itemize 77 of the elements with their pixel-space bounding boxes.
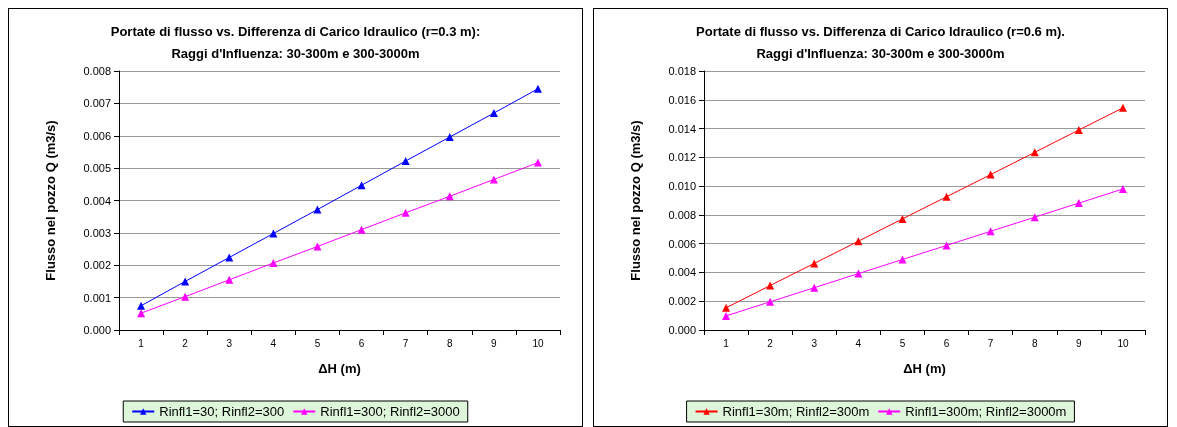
x-tick-label: 5 bbox=[314, 337, 321, 349]
x-tick-label: 7 bbox=[402, 337, 409, 349]
y-tick-label: 0.008 bbox=[83, 65, 111, 77]
x-tick-label: 4 bbox=[855, 337, 862, 349]
point bbox=[986, 170, 995, 179]
point bbox=[766, 281, 775, 290]
y-tick-label: 0.000 bbox=[668, 324, 696, 336]
point bbox=[942, 241, 951, 250]
legend-label: Rinfl1=30; Rinfl2=300 bbox=[159, 404, 285, 419]
x-tick-label: 6 bbox=[358, 337, 365, 349]
legend-label: Rinfl1=30m; Rinfl2=300m bbox=[722, 404, 870, 419]
x-tick-label: 9 bbox=[491, 337, 498, 349]
y-tick-label: 0.018 bbox=[668, 65, 696, 77]
point bbox=[810, 283, 819, 292]
x-tick-label: 9 bbox=[1076, 337, 1083, 349]
legend-label: Rinfl1=300; Rinfl2=3000 bbox=[320, 404, 460, 419]
point bbox=[533, 84, 542, 93]
point bbox=[225, 275, 234, 284]
point bbox=[854, 269, 863, 278]
point bbox=[722, 311, 731, 320]
point bbox=[766, 297, 775, 306]
x-tick-label: 7 bbox=[987, 337, 994, 349]
x-tick-label: 8 bbox=[446, 337, 453, 349]
point bbox=[898, 214, 907, 223]
x-tick-label: 2 bbox=[182, 337, 189, 349]
point bbox=[269, 258, 278, 267]
point bbox=[489, 109, 498, 118]
y-tick-label: 0.006 bbox=[668, 237, 696, 250]
y-tick-label: 0.003 bbox=[83, 226, 111, 239]
x-tick-label: 2 bbox=[767, 337, 774, 349]
y-tick-label: 0.004 bbox=[83, 194, 111, 207]
point bbox=[357, 181, 366, 190]
y-axis-title: Flusso nel pozzo Q (m3/s) bbox=[43, 120, 58, 281]
point bbox=[942, 192, 951, 201]
point bbox=[269, 229, 278, 238]
point bbox=[137, 301, 146, 310]
point bbox=[1118, 103, 1127, 112]
y-tick-label: 0.004 bbox=[668, 266, 696, 279]
x-tick-label: 1 bbox=[138, 337, 145, 349]
x-tick-label: 5 bbox=[899, 337, 906, 349]
point bbox=[1118, 184, 1127, 193]
x-axis-title: ΔH (m) bbox=[903, 361, 946, 376]
point bbox=[313, 205, 322, 214]
y-tick-label: 0.014 bbox=[668, 122, 696, 135]
point bbox=[401, 157, 410, 165]
x-axis-title: ΔH (m) bbox=[318, 361, 361, 376]
y-axis-title: Flusso nel pozzo Q (m3/s) bbox=[628, 120, 643, 281]
point bbox=[137, 309, 146, 318]
y-tick-label: 0.006 bbox=[83, 129, 111, 142]
x-tick-label: 8 bbox=[1031, 337, 1038, 349]
point bbox=[181, 292, 190, 301]
point bbox=[357, 225, 366, 234]
point bbox=[722, 303, 731, 312]
legend-label: Rinfl1=300m; Rinfl2=3000m bbox=[905, 404, 1067, 419]
y-tick-label: 0.010 bbox=[668, 180, 696, 193]
chart-title: Portate di flusso vs. Differenza di Carico Idraulico (r=0.6 m). Raggi d'Influenza: 30-300m e 300-3000m bbox=[696, 23, 1065, 61]
y-tick-label: 0.001 bbox=[83, 291, 111, 304]
x-tick-label: 3 bbox=[811, 337, 818, 349]
y-tick-label: 0.005 bbox=[83, 162, 111, 175]
y-tick-label: 0.002 bbox=[668, 295, 696, 308]
point bbox=[1074, 199, 1083, 208]
point bbox=[401, 208, 410, 217]
x-tick-label: 3 bbox=[226, 337, 233, 349]
x-tick-label: 1 bbox=[723, 337, 730, 349]
chart-title: Portate di flusso vs. Differenza di Carico Idraulico (r=0.3 m): Raggi d'Influenza: 30-300m e 300-3000m bbox=[110, 23, 481, 61]
y-tick-label: 0.012 bbox=[668, 151, 696, 164]
point bbox=[533, 158, 542, 167]
y-tick-label: 0.008 bbox=[668, 208, 696, 221]
y-tick-label: 0.016 bbox=[668, 93, 696, 106]
x-tick-label: 6 bbox=[943, 337, 950, 349]
point bbox=[1074, 125, 1083, 134]
y-tick-label: 0.000 bbox=[83, 324, 111, 336]
x-tick-label: 4 bbox=[270, 337, 277, 349]
y-tick-label: 0.002 bbox=[83, 259, 111, 272]
x-tick-label: 10 bbox=[532, 337, 544, 349]
x-tick-label: 10 bbox=[1117, 337, 1129, 349]
y-tick-label: 0.007 bbox=[83, 97, 111, 110]
